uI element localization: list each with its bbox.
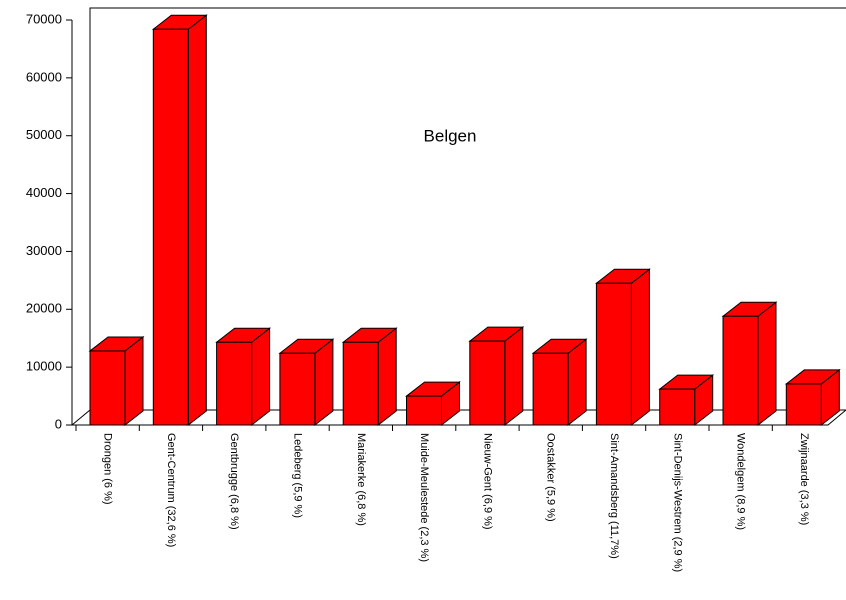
bar: [279, 352, 316, 426]
bar-side: [314, 338, 334, 427]
x-tick-label: Ledeberg (5,9 %): [291, 433, 303, 518]
back-wall: [89, 7, 846, 410]
bar: [659, 388, 696, 426]
x-tick-label: Nieuw-Gent (6,9 %): [481, 433, 493, 530]
y-tick-label: 60000: [26, 69, 62, 84]
bar-side: [187, 14, 207, 427]
x-tick-label: Drongen (6 %): [102, 433, 114, 505]
x-tick-label: Muide-Meulestede (2,3 %): [418, 433, 430, 562]
bar: [342, 341, 379, 426]
x-tick-label: Mariakerke (6,8 %): [355, 433, 367, 526]
x-tick-label: Zwijnaarde (3,3 %): [798, 433, 810, 525]
bar-side: [377, 327, 397, 427]
bar-side: [757, 301, 777, 427]
bar-side: [251, 327, 271, 427]
y-tick-label: 0: [55, 416, 62, 431]
bar: [216, 341, 253, 426]
x-tick-label: Oostakker (5,9 %): [545, 433, 557, 522]
y-tick-label: 40000: [26, 185, 62, 200]
bar: [406, 395, 442, 426]
bar-side: [124, 335, 144, 427]
bar-side: [567, 338, 587, 427]
x-tick-label: Sint-Amandsberg (11,7%): [608, 433, 620, 559]
bar: [469, 340, 506, 426]
y-tick-label: 70000: [26, 11, 62, 26]
bar: [532, 352, 569, 426]
y-tick-label: 10000: [26, 359, 62, 374]
y-tick-label: 50000: [26, 127, 62, 142]
x-tick-label: Gent-Centrum (32,6 %): [165, 433, 177, 547]
y-tick-label: 20000: [26, 301, 62, 316]
chart-title: Belgen: [424, 126, 477, 145]
x-tick-label: Wondelgem (8,9 %): [735, 433, 747, 530]
floor: [70, 409, 846, 426]
bar-side: [504, 326, 524, 427]
x-tick-label: Sint-Denijs-Westrem (2,9 %): [671, 433, 683, 572]
bar: [595, 282, 632, 426]
bar: [152, 28, 189, 426]
bar: [722, 315, 759, 426]
y-tick-label: 30000: [26, 243, 62, 258]
bar-side: [630, 268, 650, 427]
bar: [89, 350, 126, 426]
x-tick-label: Gentbrugge (6,8 %): [228, 433, 240, 530]
bar: [785, 383, 822, 426]
